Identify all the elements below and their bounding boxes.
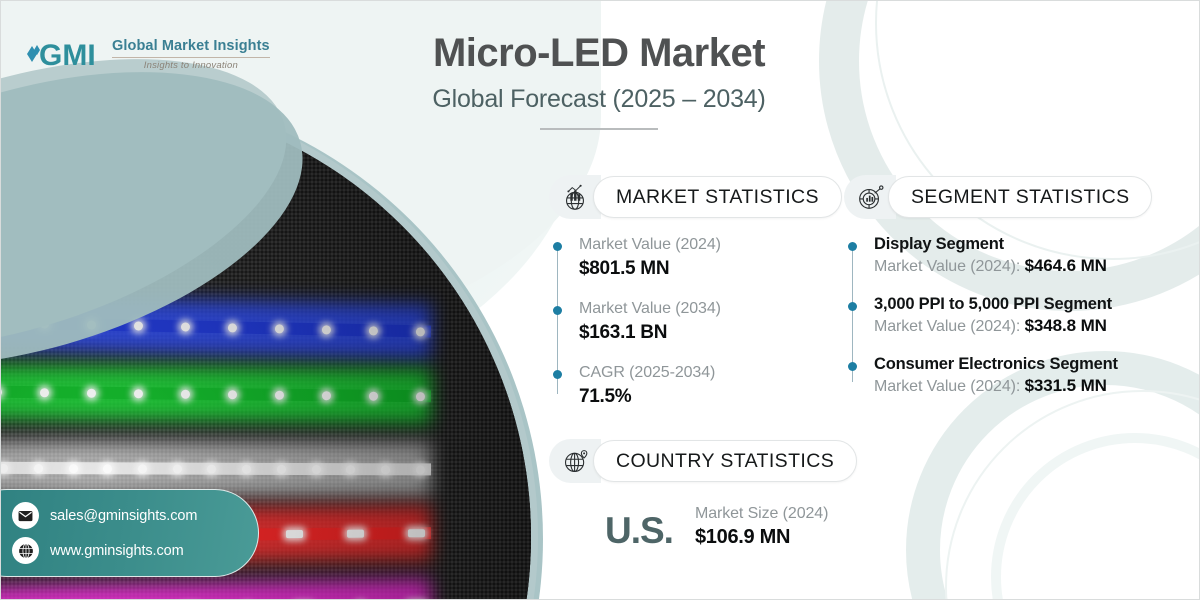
market-statistics-header: MARKET STATISTICS	[549, 175, 842, 219]
segment-item-value: $348.8 MN	[1024, 316, 1107, 335]
market-item-label: CAGR (2025-2034)	[579, 364, 716, 381]
market-statistics-panel: MARKET STATISTICS Market Value (2024) $8…	[549, 175, 842, 408]
globe-pin-icon	[549, 439, 601, 483]
gmi-logo[interactable]: GMI Global Market Insights Insights to I…	[23, 37, 270, 71]
list-item: Display Segment Market Value (2024): $46…	[847, 235, 1152, 276]
market-item-value: 71.5%	[579, 386, 632, 407]
segment-list-spine	[851, 243, 853, 382]
market-statistics-title-pill: MARKET STATISTICS	[593, 176, 842, 218]
segment-statistics-heading: SEGMENT STATISTICS	[911, 185, 1130, 208]
page-subtitle: Global Forecast (2025 – 2034)	[432, 84, 766, 113]
contact-email-row[interactable]: sales@gminsights.com	[12, 502, 258, 529]
list-item: Market Value (2034) $163.1 BN	[552, 299, 842, 344]
svg-text:GMI: GMI	[39, 39, 96, 71]
segment-item-line: Market Value (2024): $348.8 MN	[874, 316, 1152, 336]
pie-chart-target-icon	[844, 175, 896, 219]
market-item-value: $801.5 MN	[579, 258, 670, 279]
segment-item-label: Market Value (2024):	[874, 318, 1025, 335]
header-block: Micro-LED Market Global Forecast (2025 –…	[389, 31, 809, 131]
country-metric-value: $106.9 MN	[694, 526, 791, 548]
segment-item-line: Market Value (2024): $464.6 MN	[874, 256, 1152, 276]
segment-statistics-title-pill: SEGMENT STATISTICS	[888, 176, 1153, 218]
market-list-spine	[556, 243, 558, 394]
country-value-block: Market Size (2024) $106.9 MN	[695, 505, 828, 549]
country-statistics-row: U.S. Market Size (2024) $106.9 MN	[549, 505, 857, 549]
segment-item-name: 3,000 PPI to 5,000 PPI Segment	[874, 295, 1112, 313]
segment-item-value: $464.6 MN	[1024, 256, 1107, 275]
market-item-label: Market Value (2034)	[579, 300, 721, 317]
segment-item-label: Market Value (2024):	[874, 378, 1025, 395]
country-statistics-header: COUNTRY STATISTICS	[549, 439, 858, 483]
gmi-logo-mark: GMI	[23, 37, 99, 71]
logo-divider	[112, 56, 270, 58]
market-statistics-list: Market Value (2024) $801.5 MN Market Val…	[549, 235, 842, 408]
logo-company-name: Global Market Insights	[112, 37, 270, 54]
segment-item-line: Market Value (2024): $331.5 MN	[874, 376, 1152, 396]
segment-item-value: $331.5 MN	[1024, 376, 1107, 395]
list-item: 3,000 PPI to 5,000 PPI Segment Market Va…	[847, 295, 1152, 336]
logo-tagline: Insights to Innovation	[143, 59, 238, 71]
globe-bar-chart-icon	[549, 175, 601, 219]
contact-website-row[interactable]: www.gminsights.com	[12, 537, 258, 564]
country-metric-label: Market Size (2024)	[694, 505, 829, 522]
segment-item-name: Display Segment	[874, 235, 1004, 253]
bullet-dot	[552, 306, 562, 315]
country-statistics-heading: COUNTRY STATISTICS	[616, 449, 835, 472]
list-item: Consumer Electronics Segment Market Valu…	[847, 355, 1152, 396]
contact-website: www.gminsights.com	[50, 542, 184, 559]
market-statistics-heading: MARKET STATISTICS	[616, 185, 819, 208]
segment-item-label: Market Value (2024):	[874, 258, 1025, 275]
title-underline	[540, 127, 658, 131]
bullet-dot	[552, 370, 562, 379]
segment-statistics-panel: SEGMENT STATISTICS Display Segment Marke…	[844, 175, 1153, 396]
country-statistics-panel: COUNTRY STATISTICS U.S. Market Size (202…	[549, 439, 858, 549]
segment-statistics-header: SEGMENT STATISTICS	[844, 175, 1153, 219]
country-statistics-title-pill: COUNTRY STATISTICS	[593, 440, 858, 482]
page-title: Micro-LED Market	[432, 31, 766, 75]
contact-badge: sales@gminsights.com www.gminsights.com	[1, 489, 259, 577]
contact-email: sales@gminsights.com	[50, 507, 198, 524]
segment-item-name: Consumer Electronics Segment	[874, 355, 1118, 373]
globe-icon	[12, 537, 39, 564]
envelope-icon	[12, 502, 39, 529]
bullet-dot	[552, 242, 562, 251]
bullet-dot	[847, 362, 857, 371]
segment-statistics-list: Display Segment Market Value (2024): $46…	[844, 235, 1152, 396]
list-item: CAGR (2025-2034) 71.5%	[552, 363, 842, 408]
country-name: U.S.	[605, 510, 674, 551]
bullet-dot	[847, 302, 857, 311]
list-item: Market Value (2024) $801.5 MN	[552, 235, 842, 280]
market-item-label: Market Value (2024)	[579, 236, 721, 253]
market-item-value: $163.1 BN	[579, 322, 668, 343]
bullet-dot	[847, 242, 857, 251]
